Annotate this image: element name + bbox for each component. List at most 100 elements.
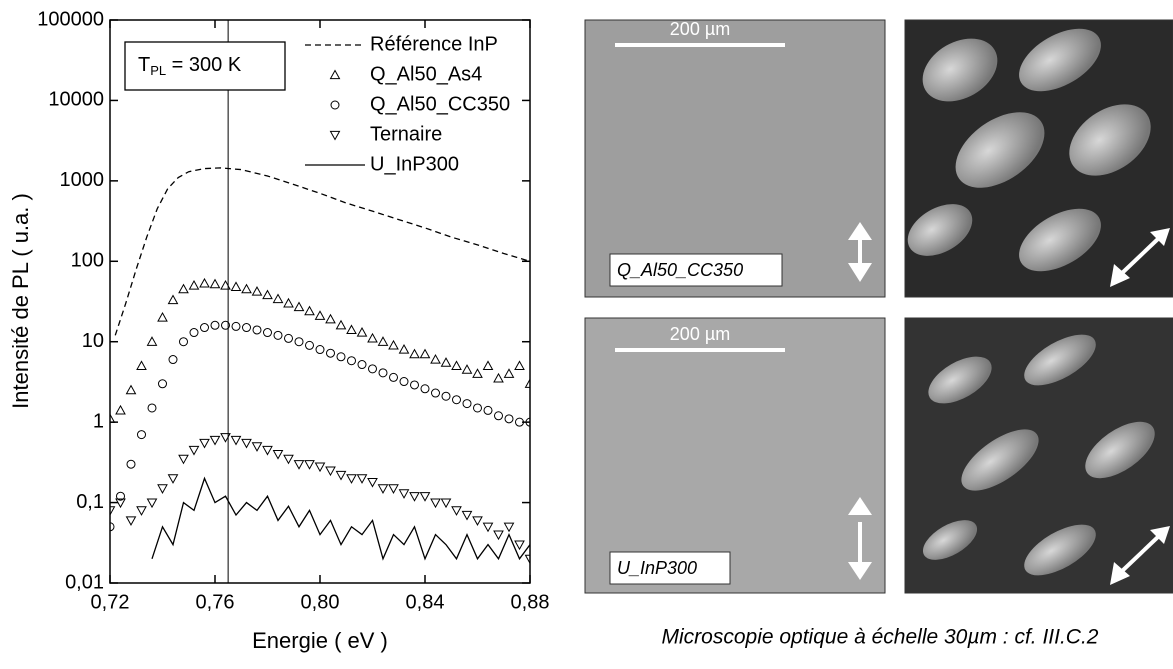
marker (272, 450, 284, 460)
marker (110, 522, 115, 532)
marker (472, 516, 483, 526)
marker (378, 368, 388, 378)
marker (116, 491, 125, 501)
annotation-box (124, 41, 286, 91)
marker (357, 360, 367, 370)
x-tick-label: 0,80 (301, 591, 340, 613)
marker (325, 313, 336, 324)
marker (326, 348, 335, 358)
micrographs: 200 µm 200 µm Q_Al50_CC350 U_InP300 Micr… (584, 19, 1173, 649)
annotation-part: T (138, 54, 150, 76)
marker (356, 474, 368, 484)
chart: 0,01 0,1 1 10 100 1000 10000 100000 0,72 0,76 0,80… (37, 8, 549, 613)
marker (525, 417, 530, 427)
marker (158, 379, 167, 389)
marker (441, 391, 451, 401)
marker (461, 510, 473, 521)
x-tick-label: 0,84 (406, 591, 445, 613)
y-tick-label: 100 (71, 250, 104, 272)
marker (188, 279, 200, 290)
marker (157, 311, 168, 322)
marker (504, 414, 514, 424)
texture (907, 28, 1155, 576)
marker (419, 492, 431, 502)
x-tick-label: 0,76 (196, 591, 235, 613)
marker (398, 489, 410, 499)
legend-swatch (329, 69, 341, 80)
marker (335, 470, 347, 481)
marker (409, 492, 420, 502)
marker (409, 348, 420, 359)
sample-label: U_InP300 (617, 558, 697, 578)
marker (440, 498, 452, 509)
marker (430, 354, 441, 364)
marker (167, 474, 179, 484)
marker (293, 460, 305, 470)
marker (209, 278, 221, 289)
marker (199, 277, 210, 288)
y-tick-label: 10000 (48, 89, 104, 111)
marker (388, 484, 399, 494)
marker (209, 435, 221, 446)
legend-swatch (329, 130, 341, 141)
legend-swatch (330, 100, 340, 110)
marker (514, 540, 525, 551)
marker (125, 516, 137, 526)
y-axis-label: Intensité de PL ( u.a. ) (8, 193, 33, 409)
marker (231, 321, 241, 331)
annotation-part: PL (150, 63, 166, 78)
marker (188, 445, 200, 456)
marker (482, 522, 494, 533)
marker (367, 332, 378, 343)
marker (398, 343, 410, 354)
marker (452, 395, 461, 405)
marker (305, 340, 314, 350)
marker (325, 466, 336, 477)
label-box (609, 551, 731, 585)
marker (110, 413, 116, 423)
marker (335, 319, 347, 330)
micrograph (584, 19, 886, 298)
annotation: TPL = 300 K (138, 54, 242, 78)
y-tick-label: 0,1 (76, 491, 104, 513)
scale-bar-label: 200 µm (670, 19, 730, 39)
marker (493, 530, 504, 541)
legend-label: Q_Al50_As4 (370, 63, 482, 85)
marker (293, 301, 305, 312)
marker (136, 360, 147, 371)
label-box (609, 253, 783, 287)
marker (451, 506, 462, 516)
marker (440, 357, 452, 367)
marker (220, 279, 231, 290)
marker (210, 320, 220, 330)
marker (389, 372, 398, 382)
marker (230, 281, 242, 292)
marker (167, 294, 179, 305)
y-tick-label: 0,01 (65, 571, 104, 593)
marker (221, 320, 230, 330)
micrograph (584, 317, 886, 594)
marker (377, 336, 389, 346)
marker (494, 411, 503, 421)
marker (230, 435, 242, 446)
marker (356, 327, 368, 337)
marker (147, 403, 157, 413)
marker (503, 522, 515, 533)
marker (304, 305, 315, 316)
marker (419, 348, 431, 359)
marker (514, 360, 525, 371)
legend-label: U_InP300 (370, 153, 459, 175)
marker (472, 368, 483, 378)
marker (347, 356, 356, 366)
marker (241, 283, 252, 294)
series-line (151, 476, 530, 561)
marker (252, 325, 262, 335)
marker (399, 377, 409, 387)
legend-label: Q_Al50_CC350 (370, 93, 510, 115)
y-tick-label: 100000 (37, 8, 104, 30)
marker (241, 438, 252, 449)
marker (200, 323, 209, 333)
marker (482, 360, 494, 371)
